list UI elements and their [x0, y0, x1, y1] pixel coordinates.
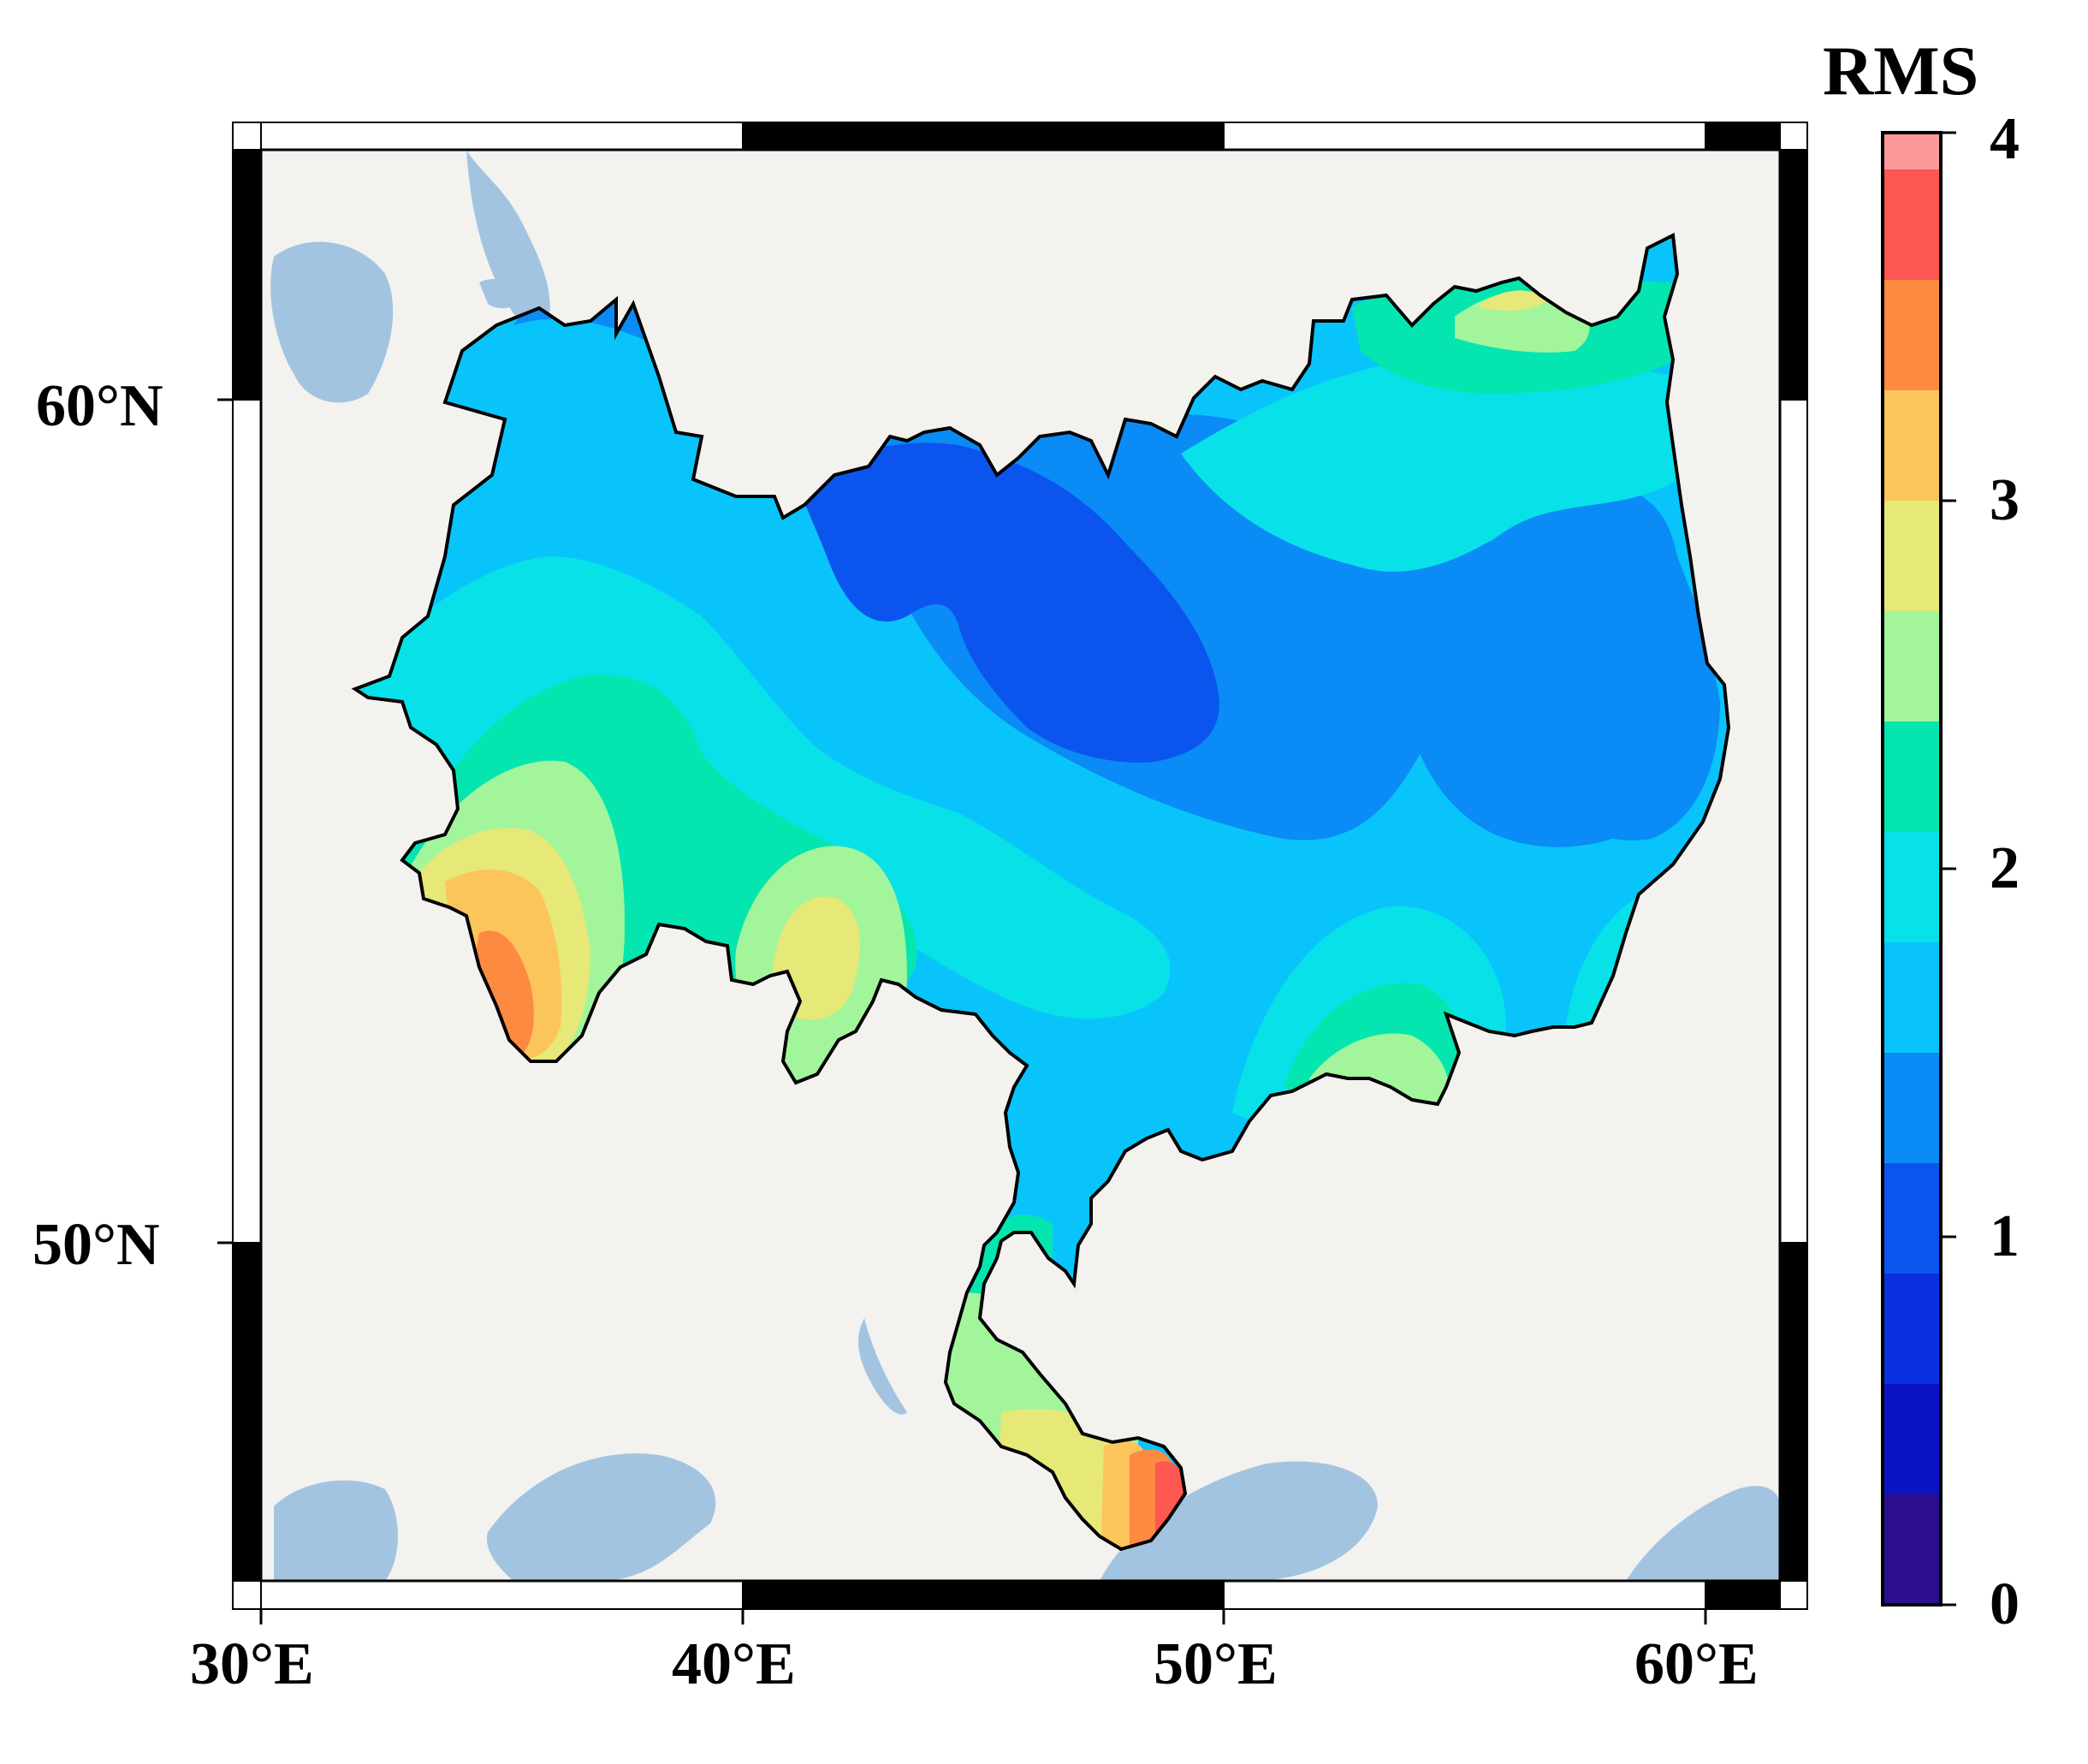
rms-band-0.6-0.9 [796, 442, 1219, 763]
frame-segment-bottom [1705, 1580, 1781, 1610]
frame-segment-top [1705, 122, 1781, 151]
colorbar-swatch [1883, 722, 1941, 832]
colorbar-swatch [1883, 1274, 1941, 1384]
water-body [1100, 1461, 1378, 1581]
frame-segment-left [232, 149, 262, 401]
water-body [1626, 1486, 1780, 1581]
colorbar [1881, 131, 1956, 1607]
colorbar-swatch [1883, 501, 1941, 611]
frame-segment-left [232, 1242, 262, 1582]
colorbar-title: RMS [1823, 32, 1979, 110]
water-body [270, 241, 394, 403]
water-body [858, 1318, 907, 1415]
water-body [487, 1453, 716, 1581]
colorbar-swatch [1883, 1384, 1941, 1494]
rms-band-1.5-1.8 [1181, 356, 1677, 572]
colorbar-swatch [1883, 832, 1941, 942]
water-body [479, 278, 522, 309]
lon-label-60e: 60°E [1634, 1631, 1759, 1697]
frame-segment-top [232, 122, 262, 151]
water-body [466, 150, 550, 331]
lon-label-40e: 40°E [672, 1631, 796, 1697]
lon-label-50e: 50°E [1154, 1631, 1278, 1697]
colorbar-tick-label-2: 2 [1990, 835, 2020, 901]
colorbar-swatch [1883, 133, 1941, 169]
frame-segment-top [260, 122, 744, 151]
frame-segment-bottom [1779, 1580, 1808, 1610]
colorbar-tick-label-0: 0 [1990, 1571, 2020, 1637]
frame-segment-right [1779, 149, 1808, 401]
colorbar-tick-label-3: 3 [1990, 467, 2020, 533]
water-body [274, 1480, 398, 1581]
map-border [259, 148, 1782, 1583]
colorbar-swatch [1883, 169, 1941, 280]
frame-segment-bottom [260, 1580, 744, 1610]
lon-label-30e: 30°E [190, 1631, 314, 1697]
colorbar-swatch [1883, 1494, 1941, 1605]
colorbar-tick-label-4: 4 [1990, 106, 2020, 172]
frame-segment-bottom [232, 1580, 262, 1610]
basin-outline [351, 232, 1731, 1552]
colorbar-swatch [1883, 942, 1941, 1053]
frame-segment-left [232, 399, 262, 1244]
colorbar-swatch [1883, 280, 1941, 390]
colorbar-swatch [1883, 1163, 1941, 1274]
lat-label-50n: 50°N [33, 1212, 160, 1278]
frame-segment-top [742, 122, 1225, 151]
frame-segment-bottom [1223, 1580, 1706, 1610]
frame-segment-top [1779, 122, 1808, 151]
frame-segment-bottom [742, 1580, 1225, 1610]
frame-segment-right [1779, 399, 1808, 1244]
rms-band-2.4-2.7 [1480, 290, 1549, 311]
frame-segment-top [1223, 122, 1706, 151]
water-bodies [270, 150, 1780, 1581]
lat-label-60n: 60°N [36, 373, 163, 439]
rms-band-0.9-1.2 [1410, 505, 1706, 847]
colorbar-swatch [1883, 611, 1941, 722]
colorbar-tick-label-1: 1 [1990, 1203, 2020, 1269]
frame-segment-right [1779, 1242, 1808, 1582]
colorbar-swatch [1883, 1053, 1941, 1163]
colorbar-swatch [1883, 390, 1941, 501]
